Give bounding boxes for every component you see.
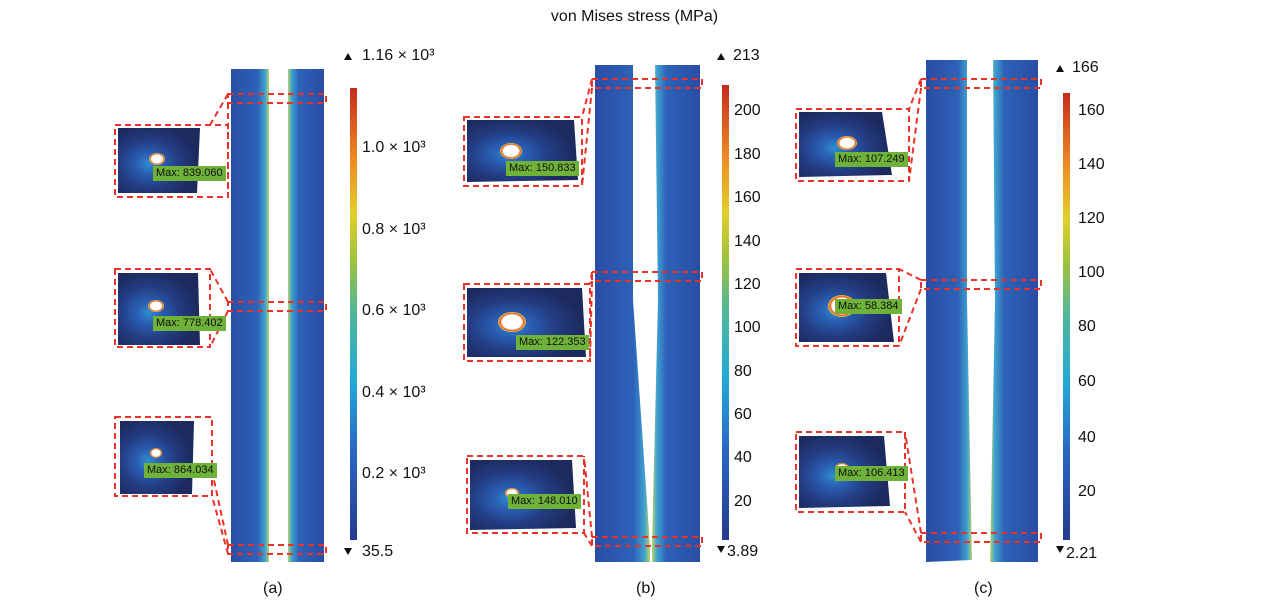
colorbar-b-tick: 200: [734, 102, 761, 119]
zone-c-mid: [920, 279, 1042, 290]
colorbar-c-tick: 140: [1078, 156, 1105, 173]
min-arrow-a-icon: [344, 548, 352, 555]
inset-c-box-1: [795, 108, 910, 182]
colorbar-b-tick: 60: [734, 406, 752, 423]
colorbar-a-min: 35.5: [362, 543, 394, 560]
strip-right: [288, 69, 324, 562]
colorbar-b-tick: 20: [734, 493, 752, 510]
zone-c-bottom: [920, 532, 1042, 543]
colorbar-a-tick: 0.8 × 10³: [362, 221, 426, 238]
zone-box-bottom: [227, 544, 327, 555]
colorbar-c-tick: 100: [1078, 264, 1105, 281]
colorbar-a: [350, 88, 357, 540]
colorbar-c-tick: 20: [1078, 483, 1096, 500]
max-arrow-c-icon: [1056, 65, 1064, 72]
inset-max-label: Max: 148.010: [508, 494, 581, 509]
colorbar-c-max: 166: [1072, 59, 1099, 76]
panel-label-b: (b): [636, 580, 656, 597]
zone-b-bottom: [591, 536, 703, 547]
colorbar-a-tick: 0.4 × 10³: [362, 384, 426, 401]
panel-label-c: (c): [974, 580, 993, 597]
max-arrow-a-icon: [344, 53, 352, 60]
inset-max-label: Max: 839.060: [153, 166, 226, 181]
colorbar-b-tick: 40: [734, 449, 752, 466]
inset-c-hole-1: [837, 136, 857, 150]
inset-b-hole-1: [500, 143, 522, 159]
zone-c-top: [920, 78, 1042, 89]
colorbar-c-tick: 60: [1078, 373, 1096, 390]
colorbar-b-tick: 80: [734, 363, 752, 380]
inset-max-label: Max: 106.413: [835, 466, 908, 481]
inset-b-box-1: [463, 116, 583, 187]
colorbar-c-tick: 160: [1078, 102, 1105, 119]
min-arrow-b-icon: [717, 546, 725, 553]
colorbar-b-min: 3.89: [727, 543, 759, 560]
colorbar-a-max: 1.16 × 10³: [362, 47, 435, 64]
max-arrow-b-icon: [717, 53, 725, 60]
colorbar-b-max: 213: [733, 47, 760, 64]
inset-box-1: [114, 124, 229, 198]
inset-c-box-3: [795, 431, 906, 513]
inset-max-label: Max: 107.249: [835, 152, 908, 167]
inset-b-box-2: [463, 283, 591, 362]
inset-max-label: Max: 864.034: [144, 463, 217, 478]
inset-b-hole-2: [498, 312, 526, 332]
inset-hole-2: [148, 300, 164, 312]
inset-max-label: Max: 778.402: [153, 316, 226, 331]
inset-b-box-3: [466, 455, 585, 534]
colorbar-c: [1063, 93, 1070, 540]
colorbar-b: [722, 85, 729, 540]
figure-title: von Mises stress (MPa): [550, 8, 719, 25]
colorbar-b-tick: 180: [734, 146, 761, 163]
inset-max-label: Max: 122.353: [516, 335, 589, 350]
colorbar-a-tick: 0.6 × 10³: [362, 302, 426, 319]
inset-hole-1: [149, 153, 165, 165]
colorbar-a-tick: 1.0 × 10³: [362, 139, 426, 156]
colorbar-a-tick: 0.2 × 10³: [362, 465, 426, 482]
zone-box-mid: [227, 301, 327, 312]
inset-max-label: Max: 58.384: [835, 299, 902, 314]
inset-box-3: [114, 416, 213, 497]
min-arrow-c-icon: [1056, 546, 1064, 553]
strip-left: [231, 69, 269, 562]
strip-b-left: [595, 65, 650, 562]
colorbar-c-tick: 40: [1078, 429, 1096, 446]
inset-box-2: [114, 268, 211, 348]
zone-b-top: [591, 78, 703, 89]
zone-box-top: [227, 93, 327, 104]
colorbar-b-tick: 140: [734, 233, 761, 250]
strip-c-left: [926, 60, 972, 562]
strip-b-right: [652, 65, 700, 562]
strip-c-right: [990, 60, 1038, 562]
inset-hole-3: [150, 448, 162, 458]
colorbar-b-tick: 120: [734, 276, 761, 293]
colorbar-c-min: 2.21: [1066, 545, 1098, 562]
colorbar-b-tick: 160: [734, 189, 761, 206]
inset-max-label: Max: 150.833: [506, 161, 579, 176]
colorbar-b-tick: 100: [734, 319, 761, 336]
colorbar-c-tick: 80: [1078, 318, 1096, 335]
colorbar-c-tick: 120: [1078, 210, 1105, 227]
panel-label-a: (a): [263, 580, 283, 597]
